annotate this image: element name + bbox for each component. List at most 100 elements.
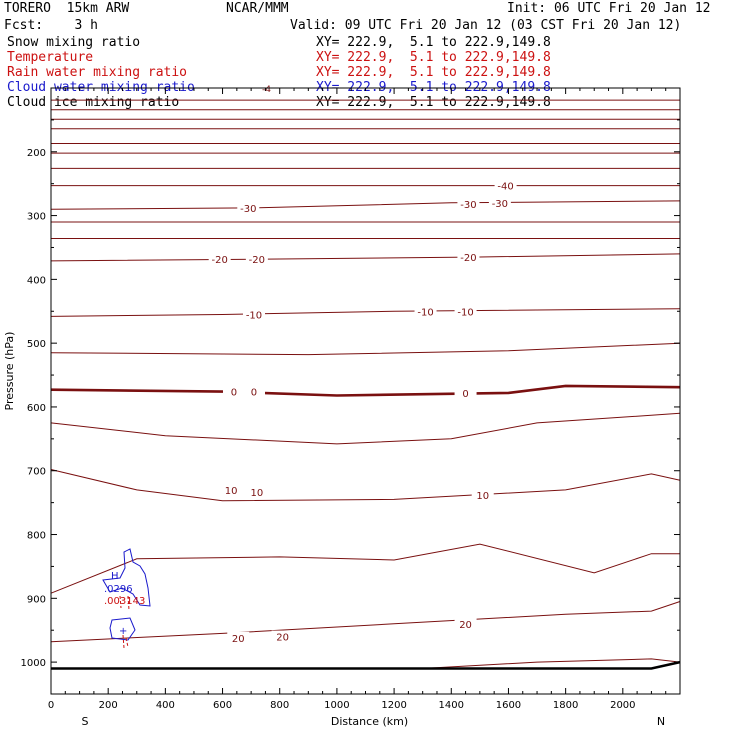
contour-label-bg bbox=[488, 196, 511, 208]
isotherm-line-17 bbox=[50, 543, 680, 594]
x-tick-label-6: 1200 bbox=[381, 700, 406, 711]
y-tick-label-3: 500 bbox=[27, 339, 46, 350]
x-tick-label-0: 0 bbox=[48, 700, 54, 711]
x-tick-label-1: 200 bbox=[99, 700, 118, 711]
contour-label-bg bbox=[237, 201, 260, 213]
isotherm-line-14 bbox=[50, 384, 681, 397]
field-xy-snow: XY= 222.9, 5.1 to 222.9,149.8 bbox=[316, 35, 551, 50]
feature-layer: H .0296 .003143 + bbox=[102, 548, 151, 649]
contour-label-9: -10 bbox=[457, 307, 473, 318]
contour-label-11: 0 bbox=[251, 388, 257, 399]
contour-label-13: 10 bbox=[225, 486, 238, 497]
field-xy-temperature: XY= 222.9, 5.1 to 222.9,149.8 bbox=[316, 50, 551, 65]
contour-label-2: -30 bbox=[460, 200, 476, 211]
contour-label-8: -10 bbox=[417, 307, 433, 318]
forecast-hour: Fcst: 3 h bbox=[4, 18, 98, 33]
isotherm-line-11 bbox=[50, 253, 681, 262]
contour-label-16: 20 bbox=[232, 634, 245, 645]
field-label-rain: Rain water mixing ratio bbox=[7, 65, 188, 80]
contour-label-bg bbox=[208, 252, 231, 264]
field-xy-rain: XY= 222.9, 5.1 to 222.9,149.8 bbox=[316, 65, 551, 80]
plus-marker: + bbox=[119, 626, 127, 637]
contour-label-5: -20 bbox=[249, 255, 265, 266]
isotherm-line-12 bbox=[50, 308, 681, 317]
contour-label-1: -30 bbox=[240, 204, 256, 215]
surface-line bbox=[51, 660, 681, 670]
contour-label-bg bbox=[414, 305, 437, 317]
rain-max: .003143 bbox=[104, 596, 145, 607]
isotherm-line-16 bbox=[50, 469, 681, 502]
contour-label-7: -10 bbox=[246, 310, 262, 321]
axis-layer: 0 200 400 600 800 1000 1200 1400 1600 1800 2000200… bbox=[3, 87, 681, 728]
high-marker: H bbox=[111, 571, 119, 582]
field-label-cloud-ice: Cloud ice mixing ratio bbox=[7, 95, 180, 110]
x-axis-label: Distance (km) bbox=[331, 715, 408, 728]
top-fragment-label: -4 bbox=[262, 85, 271, 95]
init-time: Init: 06 UTC Fri 20 Jan 12 bbox=[507, 1, 711, 16]
x-tick-label-9: 1800 bbox=[553, 700, 578, 711]
contour-label-bg bbox=[454, 305, 477, 317]
south-end-label: S bbox=[82, 715, 89, 728]
isotherm-line-19 bbox=[422, 658, 681, 669]
contour-label-6: -20 bbox=[460, 253, 476, 264]
contour-label-bg bbox=[271, 630, 294, 642]
y-tick-label-6: 800 bbox=[27, 531, 46, 542]
isotherm-layer bbox=[50, 99, 681, 670]
y-tick-label-4: 600 bbox=[27, 403, 46, 414]
contour-label-15: 10 bbox=[476, 491, 489, 502]
contour-label-bg bbox=[245, 485, 268, 497]
contour-label-bg bbox=[242, 385, 265, 397]
y-tick-label-2: 400 bbox=[27, 275, 46, 286]
y-tick-label-7: 900 bbox=[27, 594, 46, 605]
x-tick-label-4: 800 bbox=[270, 700, 289, 711]
valid-time: Valid: 09 UTC Fri 20 Jan 12 (03 CST Fri … bbox=[290, 18, 682, 33]
contour-label-layer: -40 -30 -30 -30 -20 -20 -20 -10 -10 -10 0 0 0 10 10 10 2… bbox=[208, 85, 517, 645]
contour-label-12: 0 bbox=[462, 389, 468, 400]
isotherm-line-18 bbox=[50, 601, 681, 643]
contour-label-4: -20 bbox=[212, 255, 228, 266]
y-tick-label-1: 300 bbox=[27, 212, 46, 223]
contour-label-10: 0 bbox=[231, 388, 237, 399]
contour-label-17: 20 bbox=[276, 633, 289, 644]
isotherm-line-15 bbox=[50, 412, 681, 445]
cloud-water-max: .0296 bbox=[104, 584, 133, 595]
contour-label-bg bbox=[242, 308, 265, 320]
contour-label-3: -30 bbox=[492, 199, 508, 210]
contour-label-bg bbox=[220, 483, 243, 495]
organization: NCAR/MMM bbox=[226, 1, 289, 16]
x-tick-label-5: 1000 bbox=[324, 700, 349, 711]
y-tick-label-8: 1000 bbox=[21, 658, 46, 669]
contour-label-bg bbox=[471, 488, 494, 500]
x-tick-label-8: 1600 bbox=[496, 700, 521, 711]
cloud-water-contour bbox=[102, 548, 151, 607]
isotherm-line-8 bbox=[50, 200, 681, 210]
field-label-snow: Snow mixing ratio bbox=[7, 35, 141, 50]
north-end-label: N bbox=[657, 715, 665, 728]
x-tick-label-3: 600 bbox=[213, 700, 232, 711]
contour-label-0: -40 bbox=[497, 182, 513, 193]
contour-label-bg bbox=[222, 385, 245, 397]
x-tick-label-2: 400 bbox=[156, 700, 175, 711]
field-xy-cloud-ice: XY= 222.9, 5.1 to 222.9,149.8 bbox=[316, 95, 551, 110]
y-tick-label-0: 200 bbox=[27, 148, 46, 159]
contour-label-bg bbox=[457, 198, 480, 210]
contour-label-bg bbox=[454, 386, 477, 398]
x-tick-label-7: 1400 bbox=[439, 700, 464, 711]
contour-label-bg bbox=[227, 631, 250, 643]
isotherm-line-13 bbox=[50, 342, 681, 356]
contour-label-bg bbox=[457, 251, 480, 263]
cloud-water-contour-lower bbox=[109, 617, 136, 641]
y-axis-label: Pressure (hPa) bbox=[3, 332, 16, 411]
y-tick-label-5: 700 bbox=[27, 467, 46, 478]
contour-label-bg bbox=[454, 617, 477, 629]
contour-label-18: 20 bbox=[459, 620, 472, 631]
rain-water-dashes bbox=[119, 595, 130, 649]
x-tick-label-10: 2000 bbox=[610, 700, 635, 711]
contour-label-bg bbox=[245, 252, 268, 264]
field-label-temperature: Temperature bbox=[7, 50, 94, 65]
field-xy-cloud-water: XY= 222.9, 5.1 to 222.9,149.8 bbox=[316, 80, 551, 95]
contour-label-bg bbox=[494, 179, 517, 191]
contour-label-14: 10 bbox=[250, 488, 263, 499]
model-name: TORERO 15km ARW bbox=[4, 1, 130, 16]
